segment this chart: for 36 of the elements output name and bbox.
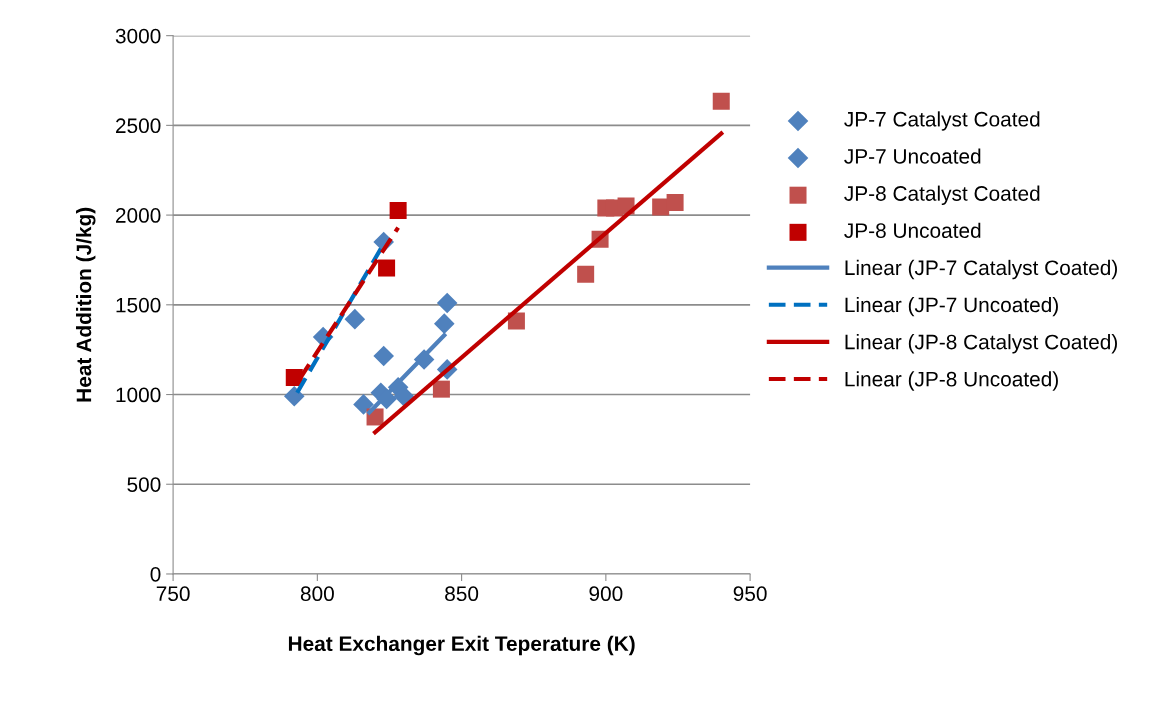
point <box>373 345 395 367</box>
legend-label: JP-7 Catalyst Coated <box>844 111 1040 131</box>
x-tick-label: 850 <box>445 586 479 602</box>
point <box>666 194 684 212</box>
x-tick-label: 900 <box>589 586 623 602</box>
legend-label: JP-8 Uncoated <box>844 222 981 238</box>
point <box>432 380 450 398</box>
point <box>436 292 458 314</box>
x-tick-label: 750 <box>156 586 190 602</box>
y-tick-label: 0 <box>150 566 161 582</box>
y-tick-label: 2000 <box>116 208 161 223</box>
y-tick-label: 3000 <box>115 28 161 44</box>
point <box>283 386 305 407</box>
point <box>433 313 455 334</box>
legend-label: Linear (JP-7 Uncoated) <box>845 296 1058 317</box>
y-tick-label: 1500 <box>116 297 161 313</box>
point <box>577 265 595 283</box>
y-tick-label: 500 <box>127 477 161 492</box>
legend-label: Linear (JP-8 Catalyst Coated) <box>845 334 1117 354</box>
point <box>712 92 730 110</box>
x-tick-label: 800 <box>300 586 334 602</box>
legend-label: Linear (JP-8 Uncoated) <box>845 371 1058 391</box>
y-tick-label: 2500 <box>116 118 161 134</box>
point <box>389 202 407 220</box>
legend-label: Linear (JP-7 Catalyst Coated) <box>845 259 1117 280</box>
point <box>393 386 415 407</box>
point <box>353 394 374 415</box>
x-axis-title: Heat Exchanger Exit Teperature (K) <box>288 635 635 656</box>
legend-label: JP-8 Catalyst Coated <box>844 185 1040 205</box>
point <box>378 259 396 277</box>
legend-label: JP-7 Uncoated <box>844 148 981 164</box>
x-tick-label: 950 <box>733 586 767 602</box>
y-tick-label: 1000 <box>116 387 161 403</box>
point <box>652 198 670 216</box>
point <box>344 308 366 330</box>
y-axis-title: Heat Addition (J/kg) <box>76 207 96 402</box>
